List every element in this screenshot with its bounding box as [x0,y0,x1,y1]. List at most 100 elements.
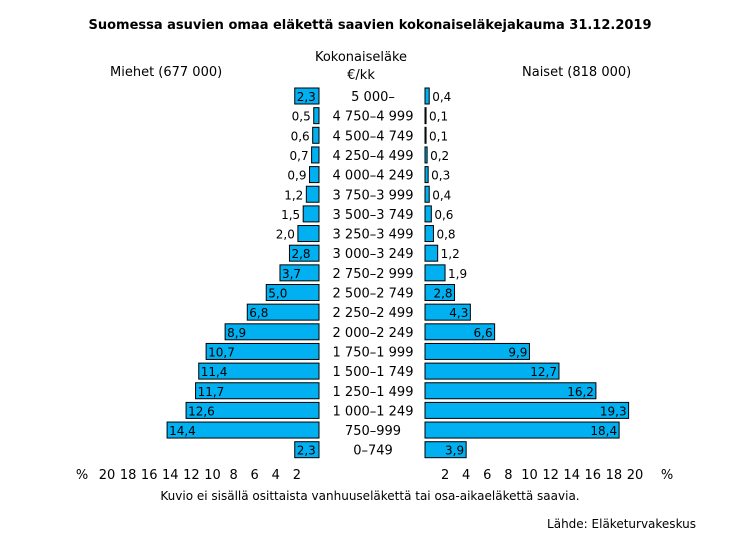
women-bar-4-750-4-999 [424,107,427,125]
category-label-2-250-2-499: 2 250–2 499 [333,306,414,321]
women-value-label-3-000-3-249: 1,2 [441,247,460,261]
men-bar-1-000-1-249 [185,401,320,419]
women-bar-1-500-1-749 [424,362,560,380]
women-value-label-2-750-2-999: 1,9 [448,267,467,281]
men-value-label-2-750-2-999: 3,7 [282,267,301,281]
men-value-label-3-750-3-999: 1,2 [284,188,303,202]
women-value-label-4-000-4-249: 0,3 [431,169,450,183]
men-bar-4-250-4-499 [311,146,320,164]
x-tick-left-20: 20 [99,468,116,483]
category-label-2-500-2-749: 2 500–2 749 [333,287,414,302]
chart-footnote: Kuvio ei sisällä osittaista vanhuuseläke… [160,489,580,503]
women-bar-1-250-1-499 [424,382,597,400]
category-label-3-500-3-749: 3 500–3 749 [333,208,414,223]
women-value-label-4-750-4-999: 0,1 [429,110,448,124]
category-label-2-750-2-999: 2 750–2 999 [333,267,414,282]
x-tick-right-20: 20 [627,468,644,483]
x-tick-right-8: 8 [504,468,512,483]
right-series-label: Naiset (818 000) [522,65,632,80]
men-bar-5-000 [294,87,320,105]
x-tick-left-8: 8 [229,468,237,483]
men-bar-3-000-3-249 [288,244,320,262]
men-bar-750-999 [166,421,320,439]
men-value-label-4-500-4-749: 0,6 [291,129,310,143]
men-bar-4-750-4-999 [313,107,320,125]
women-bar-750-999 [424,421,620,439]
women-value-label-2-500-2-749: 2,8 [433,287,452,301]
men-value-label-4-000-4-249: 0,9 [287,169,306,183]
men-bar-2-250-2-499 [246,303,320,321]
men-value-label-1-000-1-249: 12,6 [188,404,215,418]
women-value-label-5-000: 0,4 [432,90,451,104]
women-value-label-1-750-1-999: 9,9 [508,345,527,359]
men-bar-3-500-3-749 [302,205,320,223]
women-bar-2-500-2-749 [424,284,456,301]
chart-title: Suomessa asuvien omaa eläkettä saavien k… [88,18,652,33]
x-tick-right-16: 16 [585,468,602,483]
women-value-label-2-250-2-499: 4,3 [449,306,468,320]
women-value-label-3-750-3-999: 0,4 [432,188,451,202]
x-tick-right-2: 2 [441,468,449,483]
women-value-label-3-500-3-749: 0,6 [434,208,453,222]
x-tick-right-18: 18 [606,468,623,483]
x-tick-right-4: 4 [462,468,470,483]
men-value-label-3-000-3-249: 2,8 [291,247,310,261]
men-bar-1-250-1-499 [195,382,320,400]
category-label-0-749: 0–749 [353,444,393,459]
category-label-2-000-2-249: 2 000–2 249 [333,326,414,341]
women-bar-3-250-3-499 [424,225,434,243]
x-unit-right: % [661,468,673,483]
women-bar-2-250-2-499 [424,303,471,321]
men-bar-1-750-1-999 [205,342,320,360]
women-bar-3-000-3-249 [424,244,439,262]
x-tick-left-16: 16 [141,468,158,483]
category-label-750-999: 750–999 [345,424,401,439]
center-axis-title: Kokonaiseläke [314,50,408,65]
category-label-4-750-4-999: 4 750–4 999 [333,110,414,125]
women-bar-1-000-1-249 [424,401,630,419]
category-label-5-000: 5 000– [351,90,395,105]
category-label-4-500-4-749: 4 500–4 749 [333,129,414,144]
women-bar-4-250-4-499 [424,146,428,164]
men-value-label-1-250-1-499: 11,7 [198,385,225,399]
women-value-label-2-000-2-249: 6,6 [474,326,493,340]
women-value-label-1-500-1-749: 12,7 [530,365,557,379]
x-tick-left-2: 2 [293,468,301,483]
men-bar-4-000-4-249 [309,166,320,184]
women-bar-3-500-3-749 [424,205,432,223]
men-value-label-1-750-1-999: 10,7 [208,345,235,359]
men-value-label-0-749: 2,3 [297,444,316,458]
men-value-label-750-999: 14,4 [169,424,196,438]
women-bar-2-750-2-999 [424,264,446,282]
men-value-label-3-500-3-749: 1,5 [281,208,300,222]
men-bar-4-500-4-749 [312,126,320,144]
men-bar-2-750-2-999 [279,264,320,282]
x-tick-left-10: 10 [204,468,221,483]
women-bar-1-750-1-999 [424,342,530,360]
x-unit-left: % [76,468,88,483]
x-tick-right-12: 12 [542,468,559,483]
category-label-4-250-4-499: 4 250–4 499 [333,149,414,164]
category-label-3-750-3-999: 3 750–3 999 [333,188,414,203]
category-label-4-000-4-249: 4 000–4 249 [333,169,414,184]
chart-source: Lähde: Eläketurvakeskus [547,517,696,531]
x-tick-right-14: 14 [563,468,580,483]
category-label-3-250-3-499: 3 250–3 499 [333,228,414,243]
men-value-label-4-750-4-999: 0,5 [292,110,311,124]
men-bar-1-500-1-749 [198,362,320,380]
x-tick-left-18: 18 [120,468,137,483]
women-value-label-4-250-4-499: 0,2 [430,149,449,163]
x-tick-left-4: 4 [272,468,280,483]
women-bar-2-000-2-249 [424,323,496,341]
women-bar-4-500-4-749 [424,126,427,144]
men-bar-3-750-3-999 [305,185,320,203]
men-bar-2-000-2-249 [224,323,320,341]
x-tick-left-14: 14 [162,468,179,483]
men-bar-3-250-3-499 [297,225,320,243]
center-axis-unit: €/kk [347,68,375,83]
men-value-label-2-250-2-499: 6,8 [249,306,268,320]
men-value-label-2-000-2-249: 8,9 [227,326,246,340]
x-tick-left-12: 12 [183,468,200,483]
x-tick-left-6: 6 [251,468,259,483]
